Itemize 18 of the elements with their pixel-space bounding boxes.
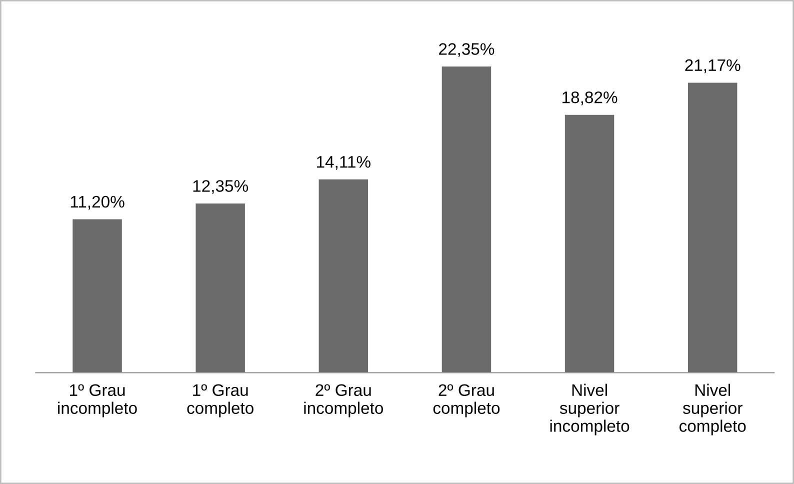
data-label: 22,35%: [439, 43, 494, 57]
bar: [564, 114, 614, 373]
data-label: 11,20%: [70, 196, 124, 210]
data-label: 21,17%: [685, 59, 740, 74]
x-tick-label: 1º Grau completo: [187, 384, 254, 418]
bar: [688, 82, 738, 373]
x-tick-label: 1º Grau incompleto: [58, 384, 137, 418]
x-tick-label: 2º Grau completo: [433, 384, 500, 418]
x-tick-label: Nivel superior completo: [680, 384, 746, 436]
bar: [318, 179, 368, 373]
x-tick-label: 2º Grau incompleto: [304, 384, 384, 418]
x-tick-label: Nivel superior incompleto: [550, 384, 630, 436]
data-label: 14,11%: [317, 156, 370, 170]
data-label: 18,82%: [562, 91, 618, 106]
bar: [196, 204, 245, 373]
bar: [72, 219, 122, 373]
bar: [442, 66, 492, 373]
data-label: 12,35%: [193, 180, 248, 194]
